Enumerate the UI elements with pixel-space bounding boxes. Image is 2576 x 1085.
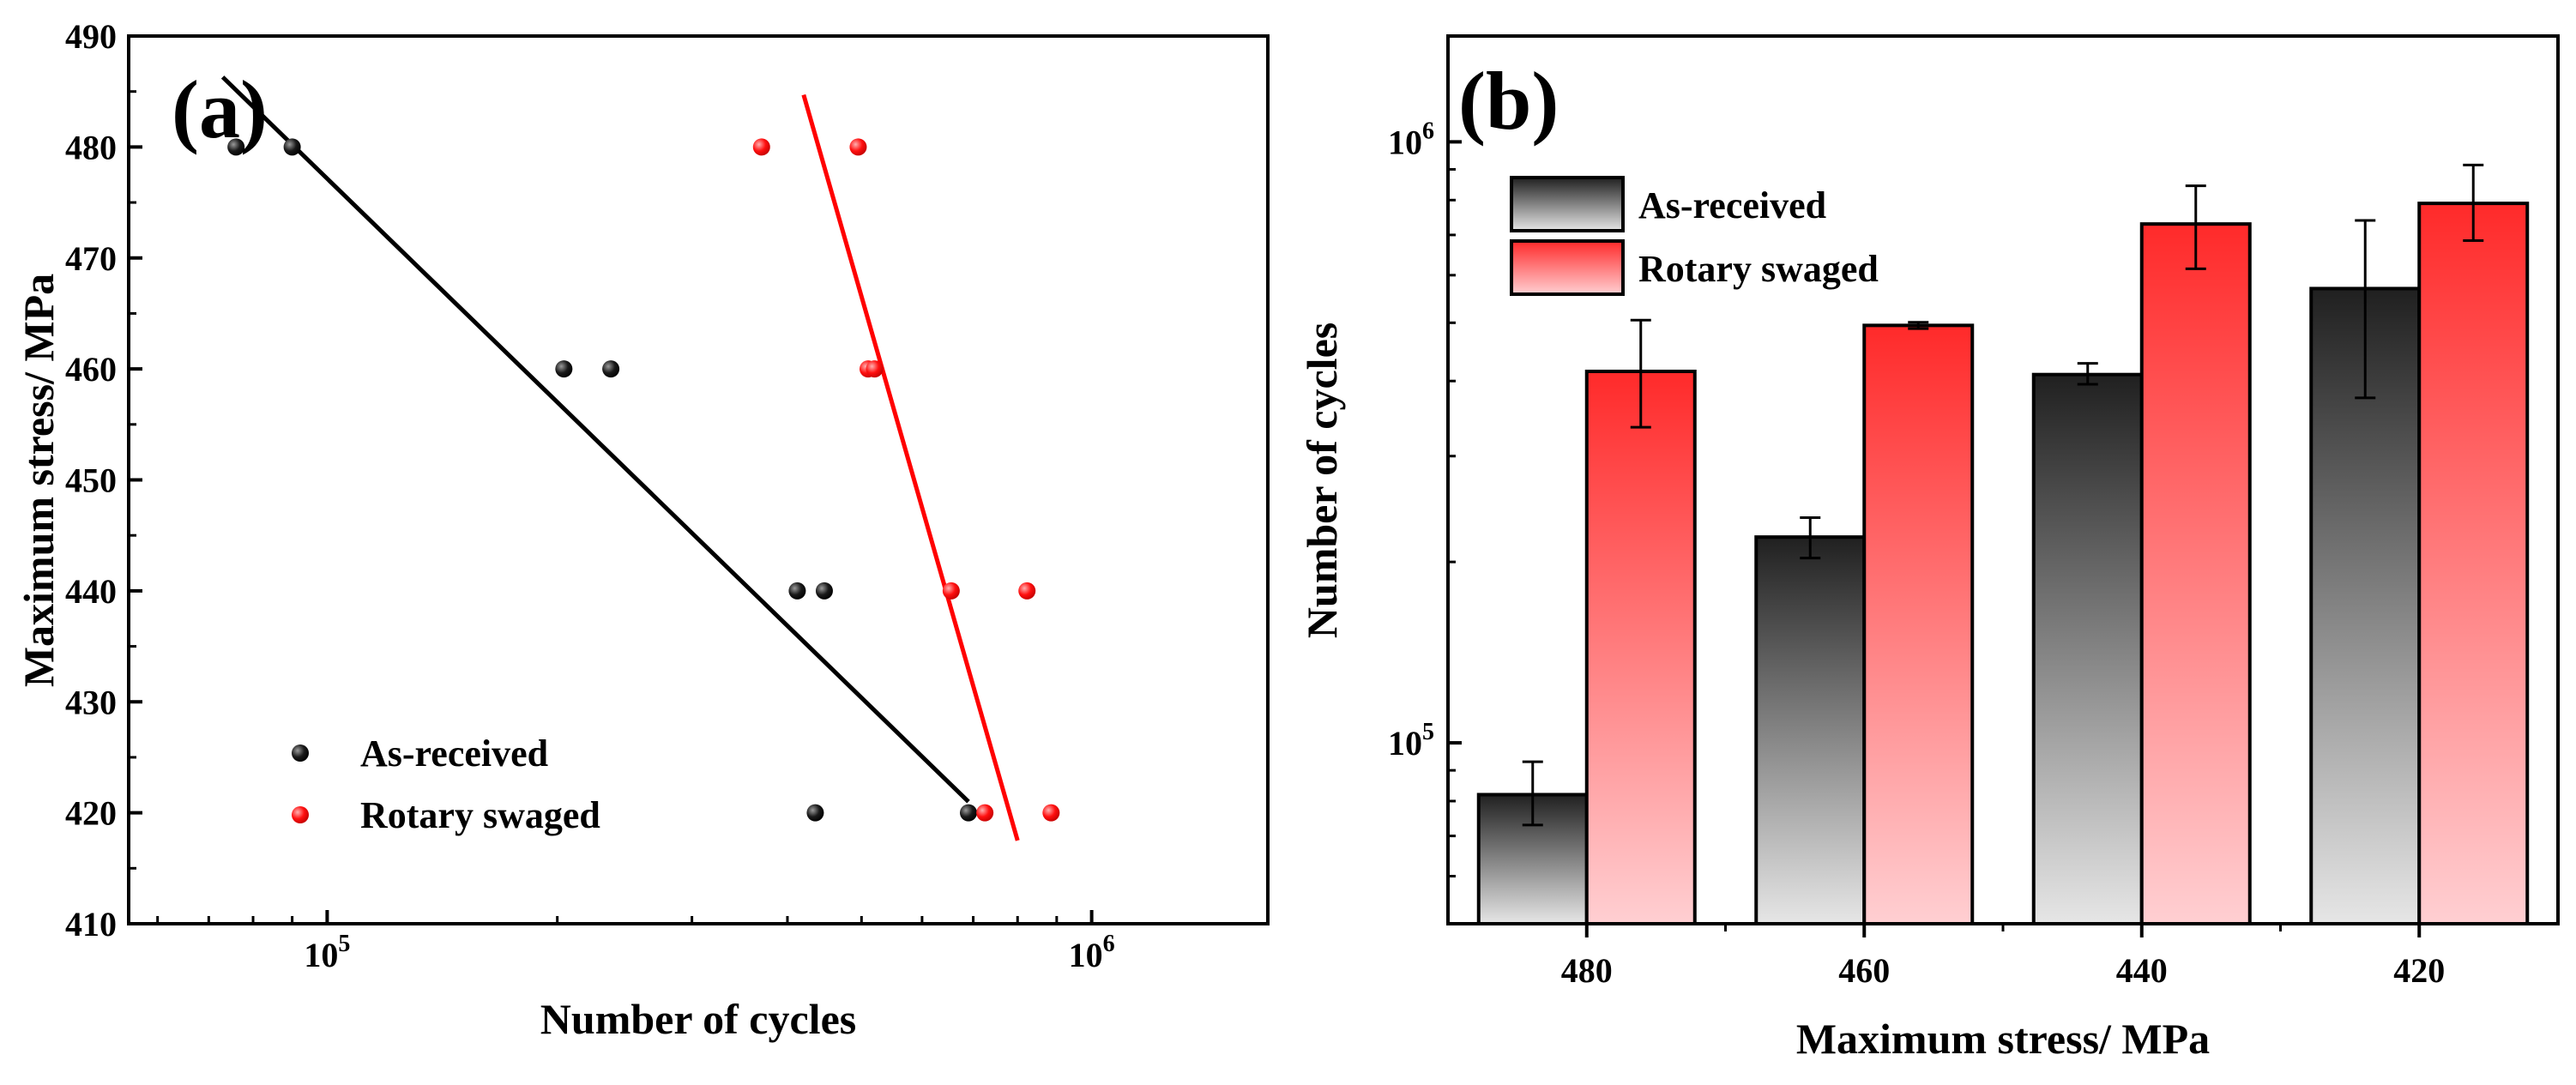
x-axis-b: 480 460 440 420 [1561, 924, 2445, 990]
point-rotary-swaged [1042, 804, 1060, 822]
error-bar-as-received [2077, 362, 2098, 386]
fit-lines-a [220, 75, 1020, 841]
y-axis-title-a: Maximum stress/ MPa [15, 274, 63, 687]
legend-marker-as-received [292, 744, 309, 762]
error-bar-rotary-swaged [2463, 163, 2484, 243]
error-bar-rotary-swaged [2185, 184, 2206, 270]
bar-rotary-swaged [1862, 323, 1975, 925]
x-axis-title-b: Maximum stress/ MPa [1796, 1015, 2210, 1063]
legend-label-as-received: As-received [360, 732, 548, 775]
point-as-received [806, 804, 824, 822]
fit-line-rotary-swaged [801, 93, 1020, 841]
plot-frame-a [127, 34, 1270, 925]
panel-a: 410 420 430 440 450 460 470 480 490 105 106 (a) M… [15, 17, 1270, 1043]
data-points-a [227, 138, 1060, 822]
point-as-received [227, 138, 245, 156]
point-as-received [283, 138, 301, 156]
bar-rotary-swaged [2139, 222, 2252, 925]
error-bar-rotary-swaged [1908, 321, 1929, 330]
bar-as-received [2031, 372, 2144, 925]
x-tick-label-a: 106 [1069, 931, 1115, 974]
y-axis-title-b: Number of cycles [1298, 322, 1346, 638]
x-axis-a: 105 106 [156, 910, 1115, 974]
legend-marker-rotary-swaged [292, 806, 309, 823]
y-tick-label-a: 480 [65, 128, 117, 166]
point-rotary-swaged [942, 582, 960, 600]
error-bar-as-received [1800, 515, 1821, 560]
y-tick-label-a: 440 [65, 572, 117, 611]
y-tick-label-a: 460 [65, 350, 117, 389]
point-rotary-swaged [752, 138, 770, 156]
point-as-received [555, 360, 573, 378]
legend-swatch-as-received [1510, 176, 1625, 232]
x-tick-label-b: 480 [1561, 951, 1613, 990]
y-axis-b: 105 106 [1388, 118, 1462, 925]
x-tick-label-b: 460 [1838, 951, 1890, 990]
error-bar-rotary-swaged [1630, 318, 1651, 429]
legend-label-as-received-b: As-received [1638, 184, 1826, 226]
legend-label-rotary-swaged: Rotary swaged [360, 794, 600, 836]
point-as-received [602, 360, 620, 378]
y-tick-label-a: 410 [65, 905, 117, 943]
legend-swatch-rotary-swaged [1510, 239, 1625, 296]
x-tick-label-b: 420 [2393, 951, 2445, 990]
y-tick-label-a: 430 [65, 683, 117, 721]
y-tick-label-a: 420 [65, 794, 117, 833]
bar-as-received [1754, 535, 1867, 925]
bar-rotary-swaged [2417, 202, 2530, 926]
bar-rotary-swaged [1584, 370, 1697, 925]
point-rotary-swaged [1018, 582, 1036, 600]
point-rotary-swaged [849, 138, 867, 156]
fit-line-as-received [220, 75, 970, 804]
x-tick-label-a: 105 [304, 931, 350, 974]
y-tick-label-a: 490 [65, 17, 117, 56]
error-bar-as-received [2355, 219, 2376, 400]
y-tick-label-a: 450 [65, 461, 117, 500]
panel-label-a: (a) [172, 63, 268, 155]
x-tick-label-b: 440 [2116, 951, 2168, 990]
point-rotary-swaged [976, 804, 994, 822]
panel-b: 105 106 480 460 440 420 (b) Number of cycles… [1298, 34, 2560, 1063]
y-tick-label-a: 470 [65, 239, 117, 278]
bars-b [1476, 202, 2530, 926]
panel-label-b: (b) [1458, 55, 1559, 147]
point-as-received [815, 582, 833, 600]
y-tick-label-b: 106 [1388, 118, 1434, 161]
point-rotary-swaged [866, 360, 884, 378]
legend-a: As-received Rotary swaged [292, 732, 600, 836]
y-tick-label-b: 105 [1388, 719, 1434, 763]
legend-label-rotary-swaged-b: Rotary swaged [1638, 248, 1879, 290]
error-bar-as-received [1522, 760, 1543, 827]
point-as-received [788, 582, 806, 600]
error-bars-b [1522, 163, 2484, 827]
legend-b: As-received Rotary swaged [1510, 176, 1879, 296]
x-axis-title-a: Number of cycles [540, 995, 856, 1043]
y-axis-a: 410 420 430 440 450 460 470 480 490 [65, 17, 142, 943]
point-as-received [959, 804, 977, 822]
